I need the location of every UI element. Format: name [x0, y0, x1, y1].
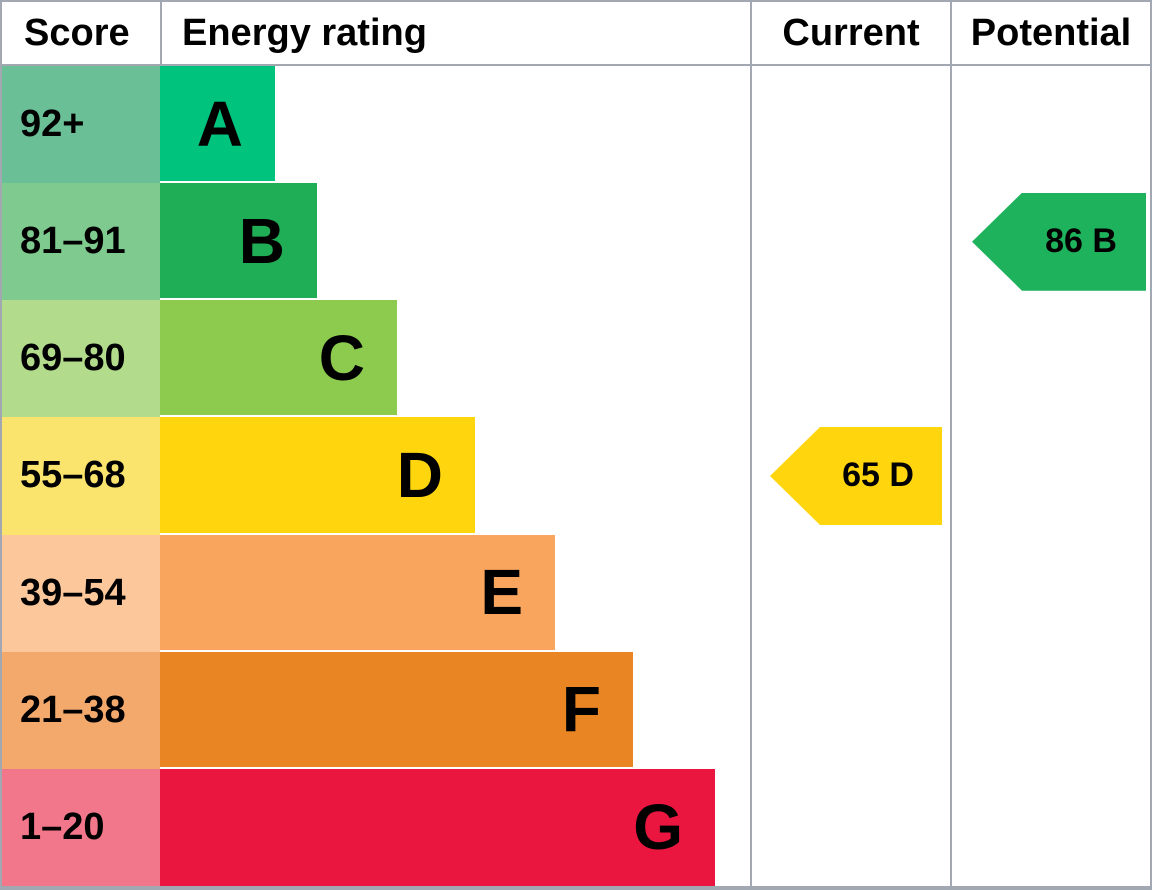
score-range-f: 21–38 [2, 651, 160, 769]
bar-cell-g: G [160, 768, 750, 886]
band-row-b: 81–91 B 86 B [2, 183, 1150, 301]
header-potential: Potential [950, 2, 1150, 64]
potential-cell-e [950, 534, 1150, 652]
current-cell-d: 65 D [750, 417, 950, 535]
current-cell-a [750, 66, 950, 184]
band-row-f: 21–38 F [2, 651, 1150, 769]
band-row-a: 92+ A [2, 66, 1150, 184]
score-range-c: 69–80 [2, 300, 160, 418]
score-range-a: 92+ [2, 66, 160, 184]
band-row-c: 69–80 C [2, 300, 1150, 418]
bar-cell-d: D [160, 417, 750, 535]
score-range-g: 1–20 [2, 768, 160, 886]
potential-arrow-label: 86 B [1045, 222, 1117, 261]
score-range-d: 55–68 [2, 417, 160, 535]
current-cell-f [750, 651, 950, 769]
bar-cell-b: B [160, 183, 750, 301]
potential-cell-g [950, 768, 1150, 886]
current-cell-e [750, 534, 950, 652]
current-arrow: 65 D [770, 426, 942, 525]
score-range-b: 81–91 [2, 183, 160, 301]
band-row-e: 39–54 E [2, 534, 1150, 652]
band-bar-d: D [160, 417, 475, 533]
band-bar-f: F [160, 651, 633, 767]
current-cell-g [750, 768, 950, 886]
current-cell-c [750, 300, 950, 418]
current-cell-b [750, 183, 950, 301]
band-bar-e: E [160, 534, 555, 650]
band-bar-b: B [160, 183, 317, 299]
potential-cell-b: 86 B [950, 183, 1150, 301]
potential-cell-f [950, 651, 1150, 769]
current-arrow-label: 65 D [842, 456, 914, 495]
bar-cell-a: A [160, 66, 750, 184]
score-range-e: 39–54 [2, 534, 160, 652]
potential-arrow: 86 B [972, 192, 1146, 291]
header-row: Score Energy rating Current Potential [2, 2, 1150, 66]
bar-cell-e: E [160, 534, 750, 652]
potential-cell-c [950, 300, 1150, 418]
bar-cell-c: C [160, 300, 750, 418]
band-bar-g: G [160, 768, 715, 886]
band-bar-a: A [160, 66, 275, 182]
band-row-g: 1–20 G [2, 768, 1150, 886]
potential-cell-a [950, 66, 1150, 184]
potential-cell-d [950, 417, 1150, 535]
header-energy-rating: Energy rating [160, 2, 750, 64]
header-current: Current [750, 2, 950, 64]
band-row-d: 55–68 D 65 D [2, 417, 1150, 535]
band-bar-c: C [160, 300, 397, 416]
bar-cell-f: F [160, 651, 750, 769]
header-score: Score [2, 2, 160, 64]
